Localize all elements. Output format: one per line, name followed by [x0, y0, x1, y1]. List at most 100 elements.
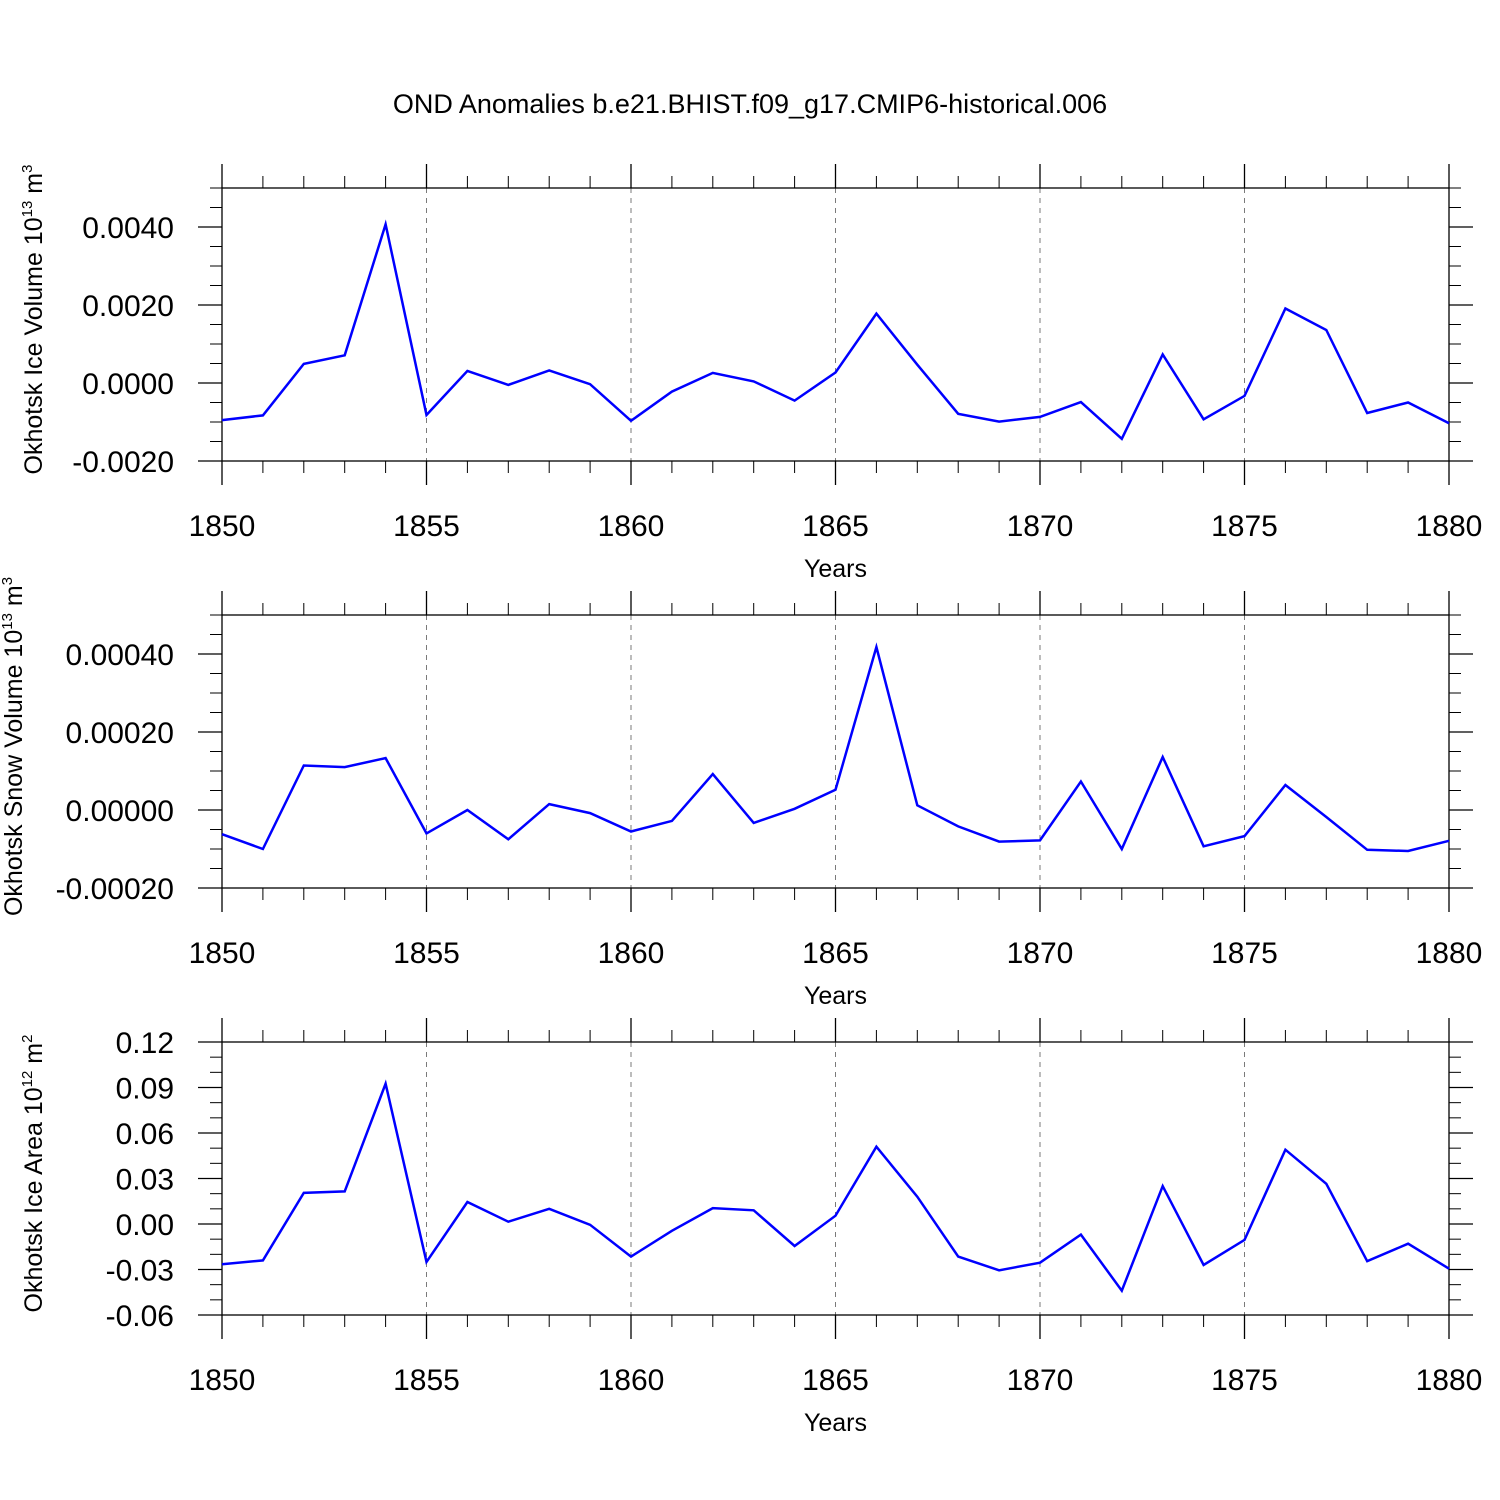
y-tick-label: 0.12: [116, 1027, 174, 1060]
data-point: [873, 644, 879, 650]
x-tick-label: 1865: [802, 510, 869, 543]
data-point: [505, 836, 511, 842]
data-point: [1201, 843, 1207, 849]
series-line: [221, 219, 1450, 441]
data-point: [219, 417, 225, 423]
y-tick-label: 0.03: [116, 1164, 174, 1197]
data-point: [1160, 754, 1166, 760]
x-tick-label: 1880: [1416, 510, 1483, 543]
data-point: [587, 1222, 593, 1228]
data-point: [833, 1213, 839, 1219]
data-point: [710, 1205, 716, 1211]
data-point: [587, 810, 593, 816]
data-point: [342, 764, 348, 770]
x-tick-label: 1860: [598, 937, 665, 970]
data-point: [628, 828, 634, 834]
data-point: [751, 820, 757, 826]
data-point: [1078, 399, 1084, 405]
data-point: [1242, 1237, 1248, 1243]
x-tick-label: 1875: [1211, 1364, 1278, 1397]
x-tick-label: 1850: [189, 1364, 256, 1397]
data-point: [1446, 838, 1452, 844]
data-point: [1282, 306, 1288, 312]
data-point: [1119, 1288, 1125, 1294]
data-point: [424, 412, 430, 418]
y-tick-label: 0.06: [116, 1118, 174, 1151]
data-point: [1160, 352, 1166, 358]
data-point: [751, 378, 757, 384]
x-tick-label: 1870: [1007, 510, 1074, 543]
data-point: [219, 1261, 225, 1267]
x-tick-label: 1870: [1007, 937, 1074, 970]
series-line: [221, 642, 1450, 853]
data-point: [1119, 436, 1125, 442]
y-tick-label: -0.00020: [56, 873, 174, 906]
y-axis-label: Okhotsk Ice Area 1012 m2: [19, 1035, 48, 1313]
y-tick-label: -0.03: [106, 1255, 174, 1288]
data-point: [873, 311, 879, 317]
data-point: [260, 1257, 266, 1263]
data-point: [1323, 814, 1329, 820]
panel-1: 1850 1855 1860 1865 1870 1875 1880 -0.0020 0.000…: [19, 164, 1482, 583]
x-tick-label: 1875: [1211, 937, 1278, 970]
data-point: [833, 369, 839, 375]
data-point: [301, 763, 307, 769]
data-point: [1037, 1260, 1043, 1266]
data-point: [464, 1199, 470, 1205]
data-point: [1201, 416, 1207, 422]
data-point: [219, 831, 225, 837]
data-point: [669, 818, 675, 824]
data-point: [383, 1081, 389, 1087]
data-point: [1078, 1232, 1084, 1238]
data-point: [260, 846, 266, 852]
data-point: [383, 221, 389, 227]
data-point: [955, 411, 961, 417]
data-point: [710, 370, 716, 376]
panel-3: 1850 1855 1860 1865 1870 1875 1880 -0.06 -0.03 0.…: [19, 1018, 1482, 1437]
x-tick-label: 1855: [393, 510, 460, 543]
x-tick-label: 1875: [1211, 510, 1278, 543]
data-point: [873, 1144, 879, 1150]
data-point: [1201, 1262, 1207, 1268]
x-axis-label: Years: [804, 555, 867, 583]
series-line: [221, 1079, 1450, 1294]
data-point: [914, 802, 920, 808]
data-point: [955, 823, 961, 829]
data-point: [383, 755, 389, 761]
data-point: [914, 1194, 920, 1200]
data-point: [424, 830, 430, 836]
data-point: [669, 389, 675, 395]
x-axis-label: Years: [804, 982, 867, 1010]
data-point: [1405, 848, 1411, 854]
x-tick-label: 1855: [393, 1364, 460, 1397]
data-point: [628, 418, 634, 424]
panels: 1850 1855 1860 1865 1870 1875 1880-0.00200.000…: [0, 164, 1482, 1437]
data-point: [546, 1206, 552, 1212]
data-point: [1242, 833, 1248, 839]
x-tick-label: 1880: [1416, 1364, 1483, 1397]
data-point: [792, 398, 798, 404]
x-tick-label: 1870: [1007, 1364, 1074, 1397]
data-point: [792, 1243, 798, 1249]
data-point: [833, 787, 839, 793]
x-tick-label: 1865: [802, 937, 869, 970]
x-tick-label: 1855: [393, 937, 460, 970]
x-tick-label: 1850: [189, 937, 256, 970]
data-point: [505, 382, 511, 388]
y-tick-label: 0.00020: [66, 717, 174, 750]
data-point: [424, 1259, 430, 1265]
data-point: [546, 368, 552, 374]
y-tick-label: -0.0020: [72, 446, 174, 479]
data-point: [1405, 400, 1411, 406]
y-tick-label: 0.00: [116, 1209, 174, 1242]
data-point: [464, 368, 470, 374]
data-point: [464, 807, 470, 813]
data-point: [1323, 1181, 1329, 1187]
data-point: [914, 362, 920, 368]
y-tick-label: 0.00000: [66, 795, 174, 828]
data-point: [1242, 393, 1248, 399]
data-point: [792, 806, 798, 812]
data-point: [1323, 327, 1329, 333]
data-point: [1446, 1266, 1452, 1272]
